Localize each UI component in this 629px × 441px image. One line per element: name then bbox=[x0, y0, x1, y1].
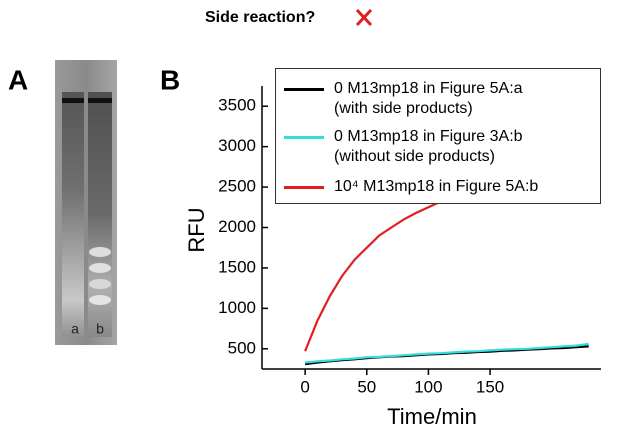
x-tick-label: 50 bbox=[357, 377, 376, 396]
series-line bbox=[304, 345, 589, 366]
x-tick-label: 100 bbox=[414, 377, 442, 396]
panel-label: A bbox=[8, 64, 28, 95]
legend-swatch bbox=[284, 186, 324, 189]
legend-swatch bbox=[284, 136, 324, 139]
legend-label: 0 M13mp18 in Figure 3A:b (without side p… bbox=[334, 128, 523, 165]
y-tick-label: 2500 bbox=[218, 177, 256, 196]
panel-label: B bbox=[160, 64, 180, 95]
y-tick-label: 3500 bbox=[218, 96, 256, 115]
y-tick-label: 3000 bbox=[218, 136, 256, 155]
legend: 0 M13mp18 in Figure 5A:a (with side prod… bbox=[275, 68, 601, 204]
x-axis-title: Time/min bbox=[387, 404, 477, 429]
legend-swatch bbox=[284, 88, 324, 91]
legend-label: 10⁴ M13mp18 in Figure 5A:b bbox=[334, 178, 539, 195]
x-tick-label: 0 bbox=[300, 377, 309, 396]
series-line bbox=[304, 342, 589, 364]
x-tick-label: 150 bbox=[476, 377, 504, 396]
gel-image bbox=[55, 60, 117, 345]
legend-entry: 10⁴ M13mp18 in Figure 5A:b bbox=[284, 177, 538, 197]
legend-label: 0 M13mp18 in Figure 5A:a (with side prod… bbox=[334, 80, 523, 117]
header-text: Side reaction? bbox=[205, 9, 315, 26]
y-tick-label: 1500 bbox=[218, 257, 256, 276]
y-tick-label: 2000 bbox=[218, 217, 256, 236]
x-icon bbox=[355, 8, 373, 27]
lane-label: b bbox=[96, 321, 104, 337]
y-tick-label: 1000 bbox=[218, 298, 256, 317]
y-axis-title: RFU bbox=[184, 207, 209, 252]
series-line bbox=[304, 192, 466, 352]
y-tick-label: 500 bbox=[228, 338, 256, 357]
legend-entry: 0 M13mp18 in Figure 5A:a (with side prod… bbox=[284, 79, 523, 119]
legend-entry: 0 M13mp18 in Figure 3A:b (without side p… bbox=[284, 127, 523, 167]
lane-label: a bbox=[71, 321, 79, 337]
